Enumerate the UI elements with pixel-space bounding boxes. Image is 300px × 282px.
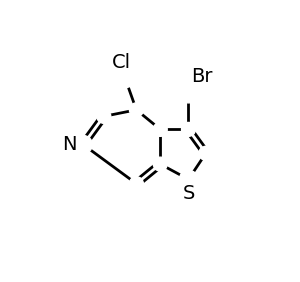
Circle shape [199,146,213,160]
Text: Cl: Cl [112,52,131,72]
Circle shape [129,103,143,117]
Circle shape [129,177,143,191]
Circle shape [182,122,195,136]
Circle shape [153,122,167,136]
Circle shape [117,71,134,88]
Circle shape [74,135,92,154]
Text: S: S [182,184,195,203]
Text: N: N [62,135,76,154]
Circle shape [97,109,111,123]
Circle shape [180,86,197,103]
Circle shape [153,157,167,171]
Circle shape [179,170,198,188]
Text: Br: Br [191,67,212,86]
